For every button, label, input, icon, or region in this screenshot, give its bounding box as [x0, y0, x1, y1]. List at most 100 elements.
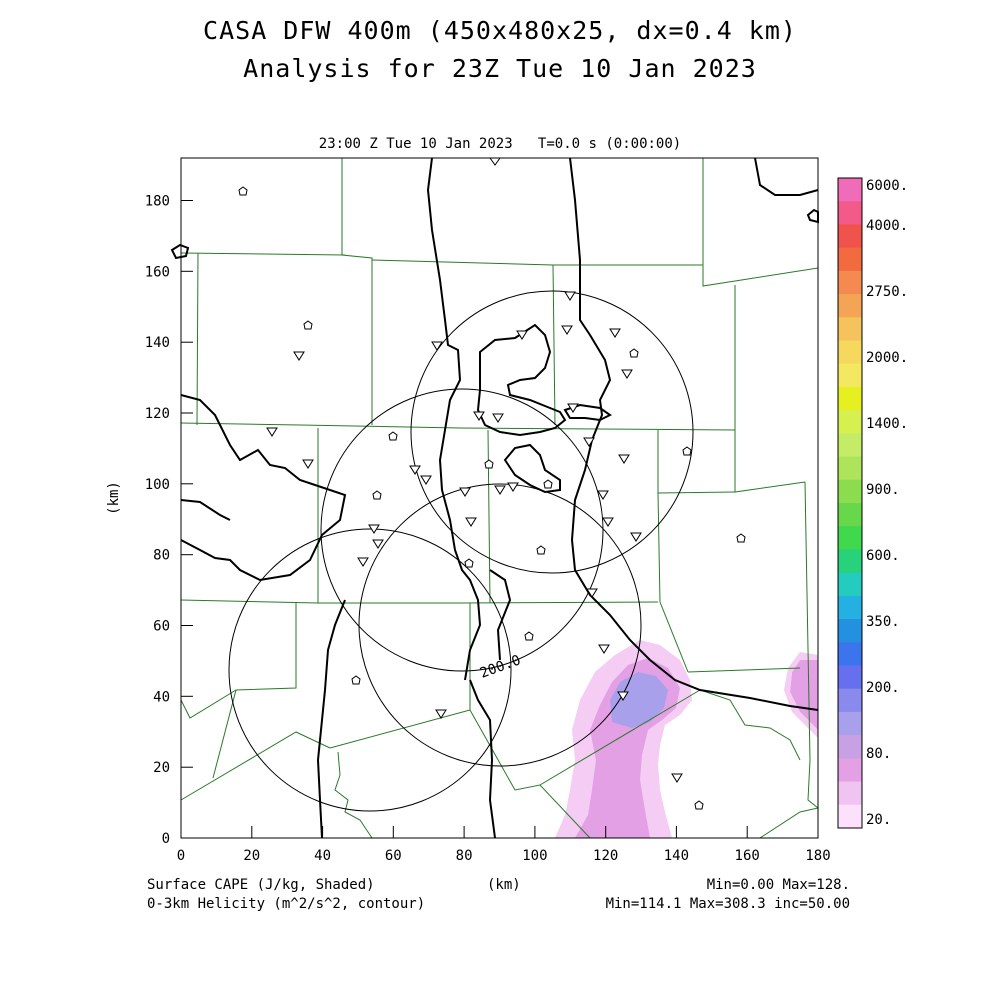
- colorbar-label: 4000.: [866, 218, 908, 234]
- cape-region-high: [610, 672, 668, 728]
- colorbar-swatch: [838, 781, 862, 806]
- y-tick-label: 60: [153, 619, 170, 635]
- radar-range-rings: [228, 290, 694, 812]
- colorbar-swatch: [838, 758, 862, 783]
- y-tick-labels: 0 20 40 60 80 100 120 140 160 180: [145, 194, 170, 848]
- station-triangle: [494, 485, 506, 495]
- station-triangle: [368, 524, 380, 534]
- x-tick-labels: 0 20 40 60 80 100 120 140 160 180: [177, 848, 831, 864]
- range-ring: [320, 388, 604, 672]
- station-triangle: [357, 557, 369, 567]
- station-triangle: [465, 517, 477, 527]
- county-line: [702, 158, 819, 287]
- county-line: [212, 603, 297, 779]
- colorbar-labels: 6000. 4000. 2750. 2000. 1400. 900. 600. …: [866, 178, 908, 828]
- colorbar-swatch: [838, 386, 862, 411]
- helicity-contour: [180, 499, 231, 521]
- county-line: [341, 158, 373, 425]
- helicity-contour: [469, 679, 496, 839]
- station-pentagon: [536, 545, 546, 555]
- y-tick-label: 140: [145, 335, 170, 351]
- station-pentagon: [484, 459, 494, 469]
- station-triangle: [630, 532, 642, 542]
- colorbar-swatch: [838, 294, 862, 318]
- colorbar-swatch: [838, 572, 862, 597]
- county-line: [334, 751, 373, 839]
- helicity-contour: [563, 403, 612, 422]
- station-triangle: [409, 465, 421, 475]
- y-tick-label: 120: [145, 406, 170, 422]
- colorbar-swatch: [838, 410, 862, 434]
- colorbar-swatch: [838, 711, 862, 736]
- station-triangle: [435, 709, 447, 719]
- colorbar-swatch: [838, 363, 862, 388]
- helicity-contour: [754, 157, 819, 196]
- x-axis-label: (km): [487, 877, 521, 893]
- station-triangle: [516, 330, 528, 340]
- county-line: [180, 252, 346, 256]
- colorbar-swatch: [838, 247, 862, 272]
- helicity-contour: [806, 208, 819, 224]
- station-pentagon: [303, 320, 313, 330]
- station-triangle: [492, 413, 504, 423]
- station-pentagon: [682, 446, 692, 456]
- station-triangle: [602, 517, 614, 527]
- station-triangle: [420, 475, 432, 485]
- station-triangle: [609, 328, 621, 338]
- county-line: [180, 731, 331, 801]
- helicity-contour: [476, 323, 567, 437]
- county-line: [687, 667, 801, 673]
- x-tick-label: 160: [735, 848, 760, 864]
- county-line: [180, 599, 659, 604]
- footer-helicity-label: 0-3km Helicity (m^2/s^2, contour): [147, 896, 426, 912]
- time-label: 23:00 Z Tue 10 Jan 2023 T=0.0 s (0:00:00…: [318, 136, 682, 152]
- colorbar-swatch: [838, 804, 862, 829]
- footer-cape-minmax: Min=0.00 Max=128.: [706, 877, 850, 893]
- colorbar-label: 80.: [866, 746, 891, 762]
- county-line: [657, 492, 689, 673]
- station-triangle: [302, 459, 314, 469]
- station-triangle: [586, 588, 598, 598]
- colorbar-swatch: [838, 595, 862, 620]
- county-line: [469, 709, 591, 839]
- helicity-contour: [569, 157, 819, 711]
- station-triangle: [473, 411, 485, 421]
- station-triangle: [597, 490, 609, 500]
- station-triangle: [489, 157, 501, 166]
- colorbar-label: 2000.: [866, 350, 908, 366]
- station-triangle: [431, 341, 443, 351]
- colorbar-swatch: [838, 642, 862, 666]
- y-tick-label: 160: [145, 264, 170, 280]
- station-triangle: [507, 482, 519, 492]
- colorbar-label: 2750.: [866, 284, 908, 300]
- helicity-contour: [180, 394, 347, 582]
- station-triangle: [459, 487, 471, 497]
- y-axis-label: (km): [106, 481, 122, 515]
- colorbar-label: 1400.: [866, 416, 908, 432]
- county-line: [552, 264, 556, 426]
- station-pentagon: [464, 558, 474, 568]
- colorbar-swatch: [838, 433, 862, 458]
- station-pentagon: [543, 479, 553, 489]
- colorbar-swatch: [838, 735, 862, 759]
- county-line: [196, 252, 199, 426]
- plot-subtitle: Analysis for 23Z Tue 10 Jan 2023: [243, 54, 757, 83]
- station-triangle: [671, 773, 683, 783]
- x-tick-label: 80: [456, 848, 473, 864]
- station-triangle: [598, 644, 610, 654]
- cape-shading: [555, 640, 818, 838]
- colorbar-swatch: [838, 317, 862, 341]
- y-tick-label: 0: [162, 831, 170, 847]
- station-triangle: [372, 539, 384, 549]
- colorbar-swatch: [838, 456, 862, 481]
- county-line: [734, 285, 806, 493]
- station-triangle: [564, 291, 576, 301]
- county-line: [759, 807, 819, 839]
- station-markers: [238, 157, 746, 810]
- y-tick-label: 180: [145, 194, 170, 210]
- x-tick-label: 140: [664, 848, 689, 864]
- station-pentagon: [694, 800, 704, 810]
- county-line: [180, 422, 736, 431]
- footer-cape-label: Surface CAPE (J/kg, Shaded): [147, 877, 375, 893]
- colorbar-swatch: [838, 526, 862, 550]
